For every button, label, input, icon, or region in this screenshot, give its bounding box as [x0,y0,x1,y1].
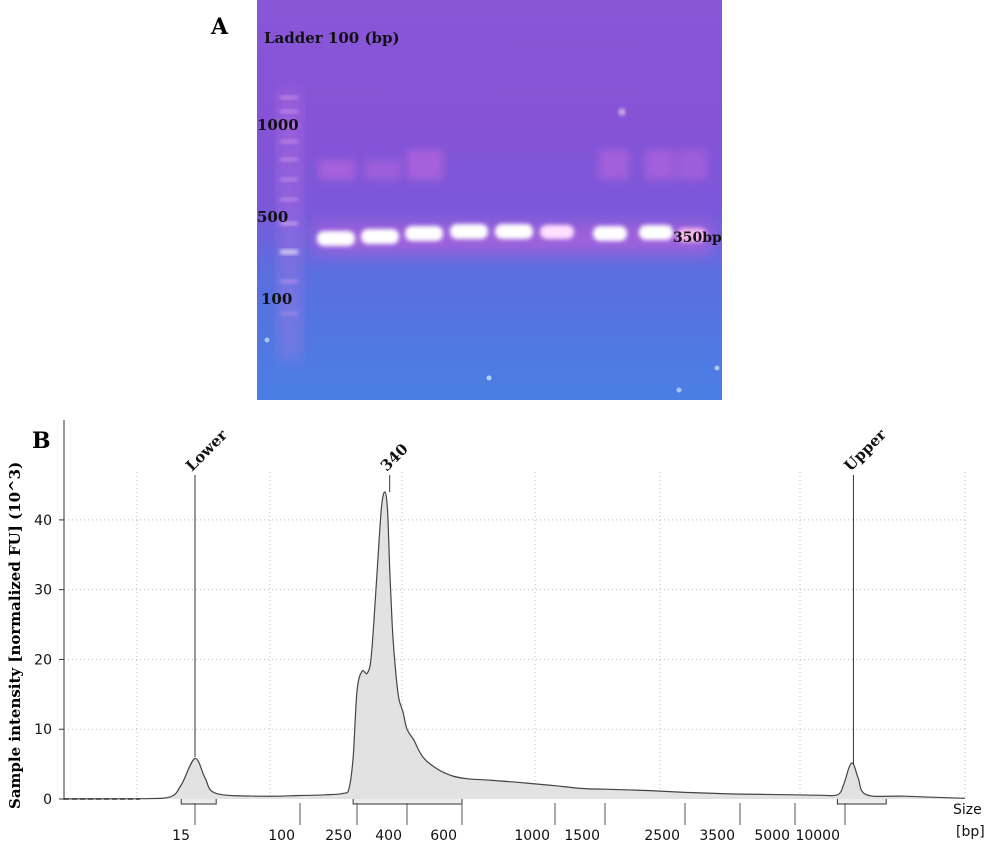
peak-label: 340 [377,440,412,475]
x-tick-label: 1000 [514,828,550,844]
ladder-mark-1000: 1000 [257,116,299,134]
y-ticks: 0 10 20 30 40 [34,513,64,808]
trace-line [64,491,966,800]
x-tick-label: 400 [375,828,402,844]
y-tick-label: 0 [43,792,52,808]
x-ticks: 15 100 250 400 600 1000 1500 2500 3500 5000 10000 [172,803,846,844]
panel-b-letter: B [32,428,51,454]
gel-upper-smears [264,109,720,393]
trace-area [65,491,965,799]
ladder-mark-100: 100 [261,290,293,308]
y-tick-label: 30 [34,583,52,599]
gel-bands [264,90,720,393]
grid [64,472,966,799]
x-tick-label: 100 [268,828,295,844]
y-tick-label: 40 [34,513,52,529]
x-tick-label: 3500 [699,828,735,844]
peak-label: Lower [182,425,232,475]
x-tick-label: 15 [172,828,190,844]
sample-bands [313,224,713,254]
x-tick-label: 600 [430,828,457,844]
ladder-title: Ladder 100 (bp) [264,29,400,47]
x-tick-label: 10000 [795,828,840,844]
y-tick-label: 20 [34,652,52,668]
electropherogram: 0 10 20 30 40 15 100 250 400 600 1000 1500 2500 3500… [6,420,985,844]
x-tick-label: 5000 [754,828,790,844]
x-axis-label-line-2: [bp] [956,824,985,840]
peak-markers: Lower 340 Upper [182,425,891,765]
x-axis-label-line-1: Size [953,802,982,818]
x-tick-label: 1500 [564,828,600,844]
ladder-mark-500: 500 [257,208,289,226]
panel-a-letter: A [211,14,229,40]
y-axis-label: Sample intensity [normalized FU] (10^3) [6,462,24,809]
peak-label: Upper [841,425,891,475]
x-tick-label: 2500 [644,828,680,844]
x-tick-label: 250 [325,828,352,844]
ladder-lane [279,90,301,360]
band-size-label: 350bp [673,230,722,246]
gel-image: Ladder 100 (bp) 1000 500 100 350bp [257,0,722,400]
y-tick-label: 10 [34,722,52,738]
